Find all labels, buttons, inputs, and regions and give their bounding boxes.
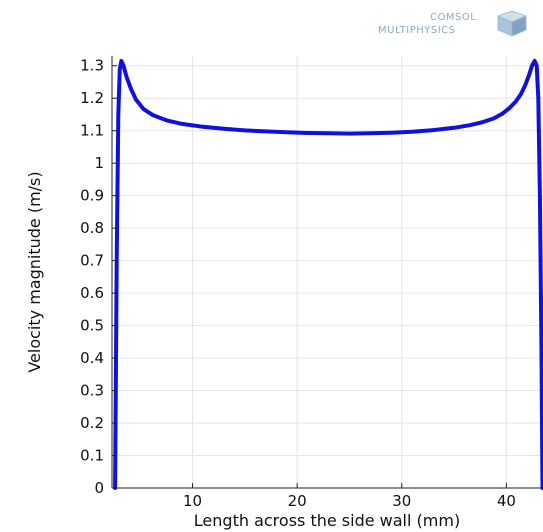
y-tick-label: 0.5 xyxy=(80,317,104,335)
y-axis-title: Velocity magnitude (m/s) xyxy=(25,171,44,372)
y-tick-label: 0.2 xyxy=(80,414,104,432)
x-axis-title: Length across the side wall (mm) xyxy=(194,511,460,530)
y-tick-label: 0.6 xyxy=(80,284,104,302)
y-tick-label: 0.3 xyxy=(80,382,104,400)
x-tick-label: 40 xyxy=(497,492,516,510)
cube-icon xyxy=(496,10,528,37)
y-tick-label: 0.1 xyxy=(80,447,104,465)
y-tick-label: 0.4 xyxy=(80,349,104,367)
y-tick-label: 1 xyxy=(94,154,104,172)
logo-text-multiphysics: MULTIPHYSICS xyxy=(378,25,455,36)
series-layer xyxy=(113,58,543,490)
y-tick-label: 1.2 xyxy=(80,89,104,107)
x-tick-label: 10 xyxy=(183,492,202,510)
y-tick-label: 1.1 xyxy=(80,122,104,140)
x-tick-label: 20 xyxy=(288,492,307,510)
y-tick-label: 1.3 xyxy=(80,57,104,75)
y-tick-label: 0 xyxy=(94,479,104,497)
x-tick-label: 30 xyxy=(392,492,411,510)
tick-labels: 10 20 30 40 0 0.1 0.2 0.3 0.4 0.5 0.6 0.7 0.8 0.9 1 1.1… xyxy=(80,57,516,510)
comsol-logo: COMSOL MULTIPHYSICS xyxy=(378,10,528,37)
series-line xyxy=(113,58,543,490)
y-tick-label: 0.8 xyxy=(80,219,104,237)
grid-lines xyxy=(112,56,543,489)
plot-axes xyxy=(111,56,543,489)
logo-text-comsol: COMSOL xyxy=(430,12,476,23)
y-tick-label: 0.7 xyxy=(80,252,104,270)
y-tick-label: 0.9 xyxy=(80,187,104,205)
